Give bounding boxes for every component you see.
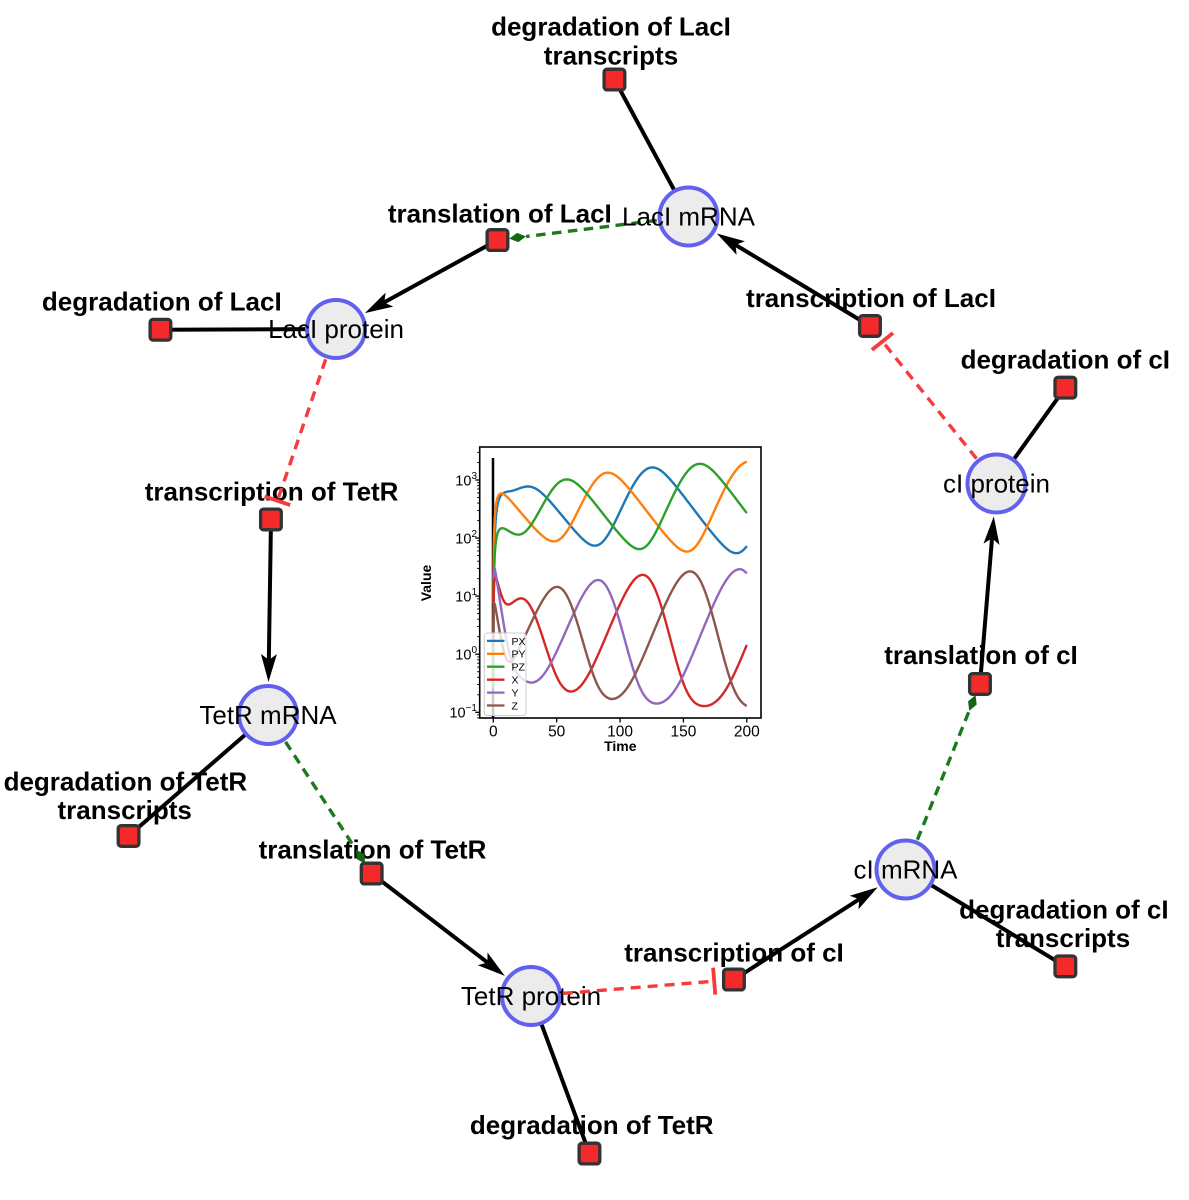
svg-text:translation of LacI: translation of LacI (388, 199, 612, 229)
svg-text:LacI mRNA: LacI mRNA (622, 202, 756, 232)
svg-text:translation of cI: translation of cI (884, 640, 1078, 670)
svg-text:transcription of cI: transcription of cI (624, 937, 844, 967)
svg-text:degradation of LacI: degradation of LacI (491, 12, 731, 42)
svg-text:50: 50 (548, 724, 566, 741)
svg-text:Value: Value (418, 565, 434, 602)
svg-text:cI mRNA: cI mRNA (854, 855, 959, 885)
svg-text:Y: Y (512, 688, 519, 700)
svg-text:Z: Z (512, 700, 519, 712)
svg-text:0: 0 (489, 724, 498, 741)
svg-text:cI protein: cI protein (943, 469, 1050, 499)
svg-text:transcription of LacI: transcription of LacI (746, 283, 996, 313)
svg-text:transcription of TetR: transcription of TetR (145, 476, 399, 506)
svg-text:TetR mRNA: TetR mRNA (199, 700, 337, 730)
svg-text:150: 150 (670, 724, 696, 741)
svg-text:TetR protein: TetR protein (461, 981, 601, 1011)
svg-text:degradation of cI: degradation of cI (959, 894, 1168, 924)
svg-text:X: X (512, 675, 519, 687)
svg-text:200: 200 (734, 724, 760, 741)
svg-text:transcripts: transcripts (544, 40, 678, 70)
svg-text:degradation of cI: degradation of cI (961, 344, 1170, 374)
svg-text:Time: Time (604, 738, 637, 754)
svg-text:100: 100 (607, 724, 633, 741)
svg-text:transcripts: transcripts (996, 923, 1130, 953)
svg-text:degradation of TetR: degradation of TetR (4, 767, 248, 797)
svg-text:PX: PX (512, 636, 526, 648)
svg-text:LacI protein: LacI protein (268, 314, 404, 344)
svg-text:translation of TetR: translation of TetR (259, 834, 487, 864)
svg-text:PZ: PZ (512, 662, 526, 674)
svg-text:degradation of LacI: degradation of LacI (42, 286, 282, 316)
svg-text:PY: PY (512, 649, 526, 661)
svg-text:degradation of TetR: degradation of TetR (470, 1110, 714, 1140)
svg-text:transcripts: transcripts (58, 795, 192, 825)
